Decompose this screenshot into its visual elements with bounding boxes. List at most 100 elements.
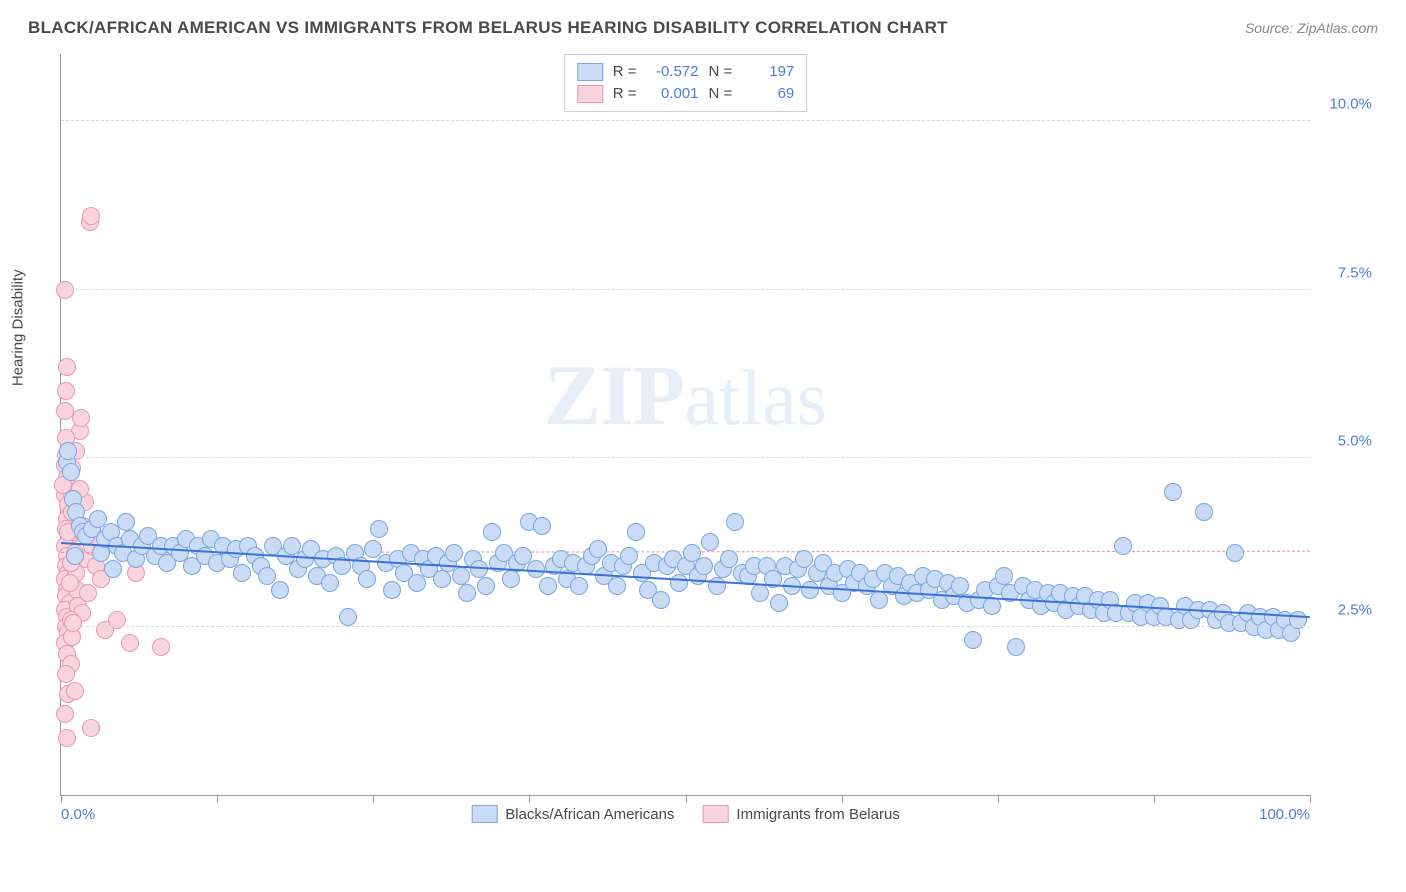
y-tick-label: 5.0% — [1338, 433, 1372, 450]
plot-area: ZIPatlas R = -0.572 N = 197 R = 0.001 N … — [60, 54, 1310, 796]
legend-n-value-2: 69 — [742, 83, 794, 105]
data-point — [57, 382, 75, 400]
y-tick-label: 2.5% — [1338, 601, 1372, 618]
data-point — [452, 567, 470, 585]
data-point — [82, 207, 100, 225]
data-point — [533, 517, 551, 535]
legend-label-1: Blacks/African Americans — [505, 806, 674, 823]
legend-item-series2: Immigrants from Belarus — [702, 805, 899, 823]
data-point — [1164, 483, 1182, 501]
data-point — [339, 608, 357, 626]
legend-n-label: N = — [709, 61, 733, 83]
data-point — [1114, 537, 1132, 555]
data-point — [470, 560, 488, 578]
gridline — [61, 457, 1310, 458]
legend-n-value-1: 197 — [742, 61, 794, 83]
data-point — [483, 523, 501, 541]
x-tick — [1154, 795, 1155, 803]
data-point — [445, 544, 463, 562]
chart-container: Hearing Disability ZIPatlas R = -0.572 N… — [28, 46, 1378, 826]
data-point — [57, 665, 75, 683]
data-point — [983, 597, 1001, 615]
data-point — [477, 577, 495, 595]
x-tick — [1310, 795, 1311, 803]
data-point — [56, 402, 74, 420]
x-axis-label-min: 0.0% — [61, 806, 95, 823]
data-point — [66, 682, 84, 700]
data-point — [670, 574, 688, 592]
data-point — [152, 638, 170, 656]
legend-row-series2: R = 0.001 N = 69 — [577, 83, 795, 105]
data-point — [117, 513, 135, 531]
data-point — [502, 570, 520, 588]
legend-swatch-bottom-2 — [702, 805, 728, 823]
data-point — [695, 557, 713, 575]
x-tick — [529, 795, 530, 803]
data-point — [61, 574, 79, 592]
data-point — [458, 584, 476, 602]
chart-header: BLACK/AFRICAN AMERICAN VS IMMIGRANTS FRO… — [0, 0, 1406, 46]
data-point — [652, 591, 670, 609]
y-tick-label: 7.5% — [1338, 264, 1372, 281]
data-point — [321, 574, 339, 592]
data-point — [620, 547, 638, 565]
data-point — [1007, 638, 1025, 656]
data-point — [539, 577, 557, 595]
data-point — [627, 523, 645, 541]
data-point — [951, 577, 969, 595]
data-point — [801, 581, 819, 599]
data-point — [66, 547, 84, 565]
gridline — [61, 289, 1310, 290]
data-point — [433, 570, 451, 588]
x-tick — [686, 795, 687, 803]
data-point — [58, 358, 76, 376]
legend-label-2: Immigrants from Belarus — [736, 806, 899, 823]
legend-n-label-2: N = — [709, 83, 733, 105]
y-tick-label: 10.0% — [1329, 96, 1372, 113]
legend-r-value-2: 0.001 — [647, 83, 699, 105]
data-point — [726, 513, 744, 531]
x-tick — [217, 795, 218, 803]
chart-title: BLACK/AFRICAN AMERICAN VS IMMIGRANTS FRO… — [28, 18, 948, 38]
x-axis-label-max: 100.0% — [1259, 806, 1310, 823]
data-point — [608, 577, 626, 595]
legend-row-series1: R = -0.572 N = 197 — [577, 61, 795, 83]
data-point — [72, 409, 90, 427]
legend-r-label: R = — [613, 61, 637, 83]
y-axis-label: Hearing Disability — [10, 269, 27, 386]
data-point — [383, 581, 401, 599]
data-point — [964, 631, 982, 649]
data-point — [56, 281, 74, 299]
legend-item-series1: Blacks/African Americans — [471, 805, 674, 823]
legend-swatch-bottom-1 — [471, 805, 497, 823]
legend-series-box: Blacks/African Americans Immigrants from… — [471, 805, 900, 823]
source-attribution: Source: ZipAtlas.com — [1245, 20, 1378, 36]
data-point — [62, 463, 80, 481]
legend-r-value-1: -0.572 — [647, 61, 699, 83]
gridline — [61, 120, 1310, 121]
data-point — [271, 581, 289, 599]
x-tick — [61, 795, 62, 803]
legend-r-label-2: R = — [613, 83, 637, 105]
data-point — [995, 567, 1013, 585]
data-point — [104, 560, 122, 578]
legend-correlation-box: R = -0.572 N = 197 R = 0.001 N = 69 — [564, 54, 808, 112]
x-tick — [373, 795, 374, 803]
data-point — [570, 577, 588, 595]
data-point — [1226, 544, 1244, 562]
data-point — [1195, 503, 1213, 521]
data-point — [233, 564, 251, 582]
data-point — [358, 570, 376, 588]
data-point — [56, 705, 74, 723]
legend-swatch-series1 — [577, 63, 603, 81]
legend-swatch-series2 — [577, 85, 603, 103]
x-tick — [998, 795, 999, 803]
x-tick — [842, 795, 843, 803]
data-point — [701, 533, 719, 551]
data-point — [370, 520, 388, 538]
data-point — [121, 634, 139, 652]
data-point — [58, 729, 76, 747]
data-point — [82, 719, 100, 737]
gridline — [61, 626, 1310, 627]
data-point — [64, 614, 82, 632]
